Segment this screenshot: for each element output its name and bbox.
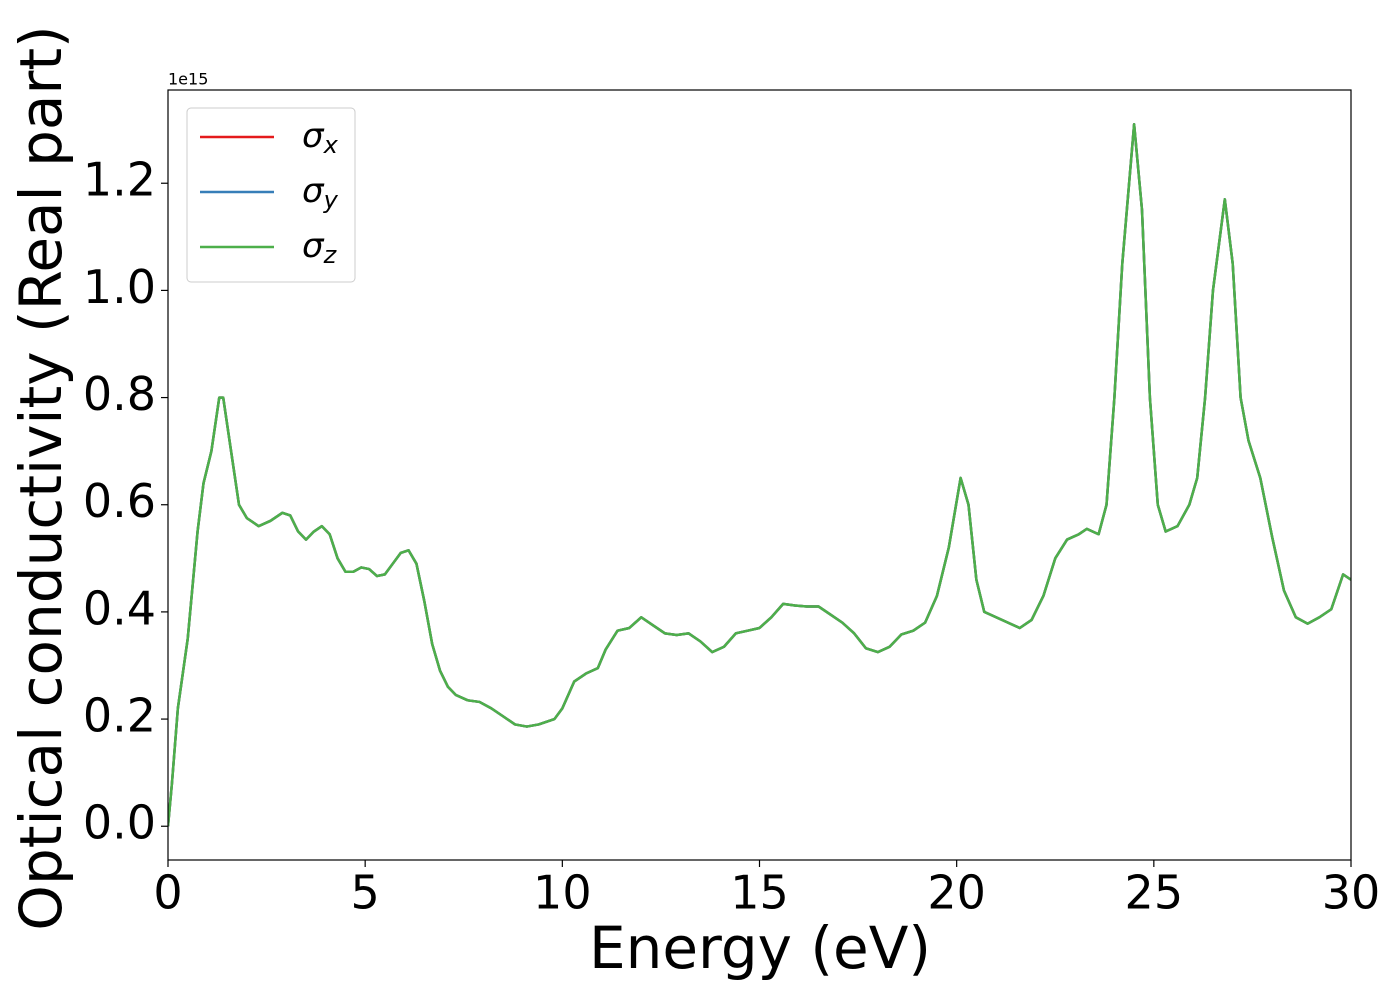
y-tick-label: 0.8 [83, 367, 156, 421]
x-tick-label: 20 [927, 866, 986, 920]
plot-frame [167, 89, 1352, 861]
x-tick-label: 5 [351, 866, 380, 920]
y-offset-label: 1e15 [168, 70, 208, 89]
y-tick-label: 1.2 [83, 153, 156, 207]
y-axis-label: Optical conductivity (Real part) [7, 25, 75, 930]
y-tick-label: 0.4 [83, 581, 156, 635]
legend-label: σx [302, 116, 339, 160]
y-tick-label: 0.0 [83, 796, 156, 850]
x-tick-label: 30 [1322, 866, 1381, 920]
legend: σx σy σz [186, 107, 356, 283]
y-tick-label: 1.0 [83, 260, 156, 314]
x-axis-label: Energy (eV) [589, 914, 931, 982]
legend-label: σy [302, 171, 339, 215]
y-tick-label: 0.6 [83, 474, 156, 528]
legend-label: σz [302, 226, 338, 270]
x-tick-label: 15 [730, 866, 789, 920]
y-tick-label: 0.2 [83, 689, 156, 743]
x-tick-label: 25 [1125, 866, 1184, 920]
x-tick-label: 10 [533, 866, 592, 920]
x-tick-label: 0 [153, 866, 182, 920]
legend-box [186, 107, 356, 283]
series-line [168, 123, 1351, 827]
